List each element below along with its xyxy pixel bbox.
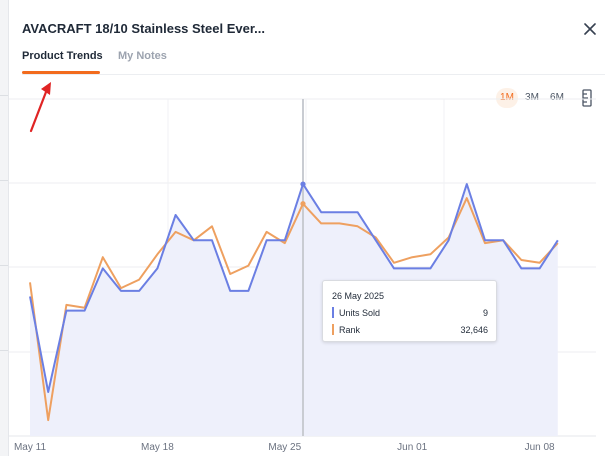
ruler-icon	[582, 89, 592, 107]
background-gridline	[0, 95, 8, 96]
hover-points	[300, 181, 306, 207]
tooltip-label: Units Sold	[339, 308, 381, 318]
active-tab-indicator	[22, 71, 100, 74]
tooltip-date: 26 May 2025	[332, 291, 385, 301]
rank-swatch	[332, 324, 334, 335]
annotation-arrow	[29, 90, 48, 133]
x-tick-label: May 25	[268, 442, 301, 453]
tab-product-trends[interactable]: Product Trends	[22, 50, 103, 62]
background-page-edge	[0, 0, 9, 456]
chart-tooltip: 26 May 2025 Units Sold 9 Rank 32,646	[322, 280, 497, 342]
x-tick-label: May 11	[14, 442, 46, 453]
tooltip-label: Rank	[339, 325, 361, 335]
product-title: AVACRAFT 18/10 Stainless Steel Ever...	[22, 21, 266, 36]
range-1m-button[interactable]: 1M	[496, 88, 518, 108]
range-6m-button[interactable]: 6M	[550, 92, 564, 103]
close-icon	[584, 23, 596, 35]
units-sold-swatch	[332, 307, 334, 318]
background-gridline	[0, 350, 8, 351]
units-sold-line[interactable]	[29, 183, 559, 393]
tooltip-value: 32,646	[460, 325, 488, 335]
range-3m-button[interactable]: 3M	[525, 92, 539, 103]
rank-line[interactable]	[29, 197, 559, 422]
x-axis-ticks: May 11 May 18 May 25 Jun 01 Jun 08	[14, 442, 555, 453]
tooltip-row-units-sold: Units Sold 9	[332, 307, 488, 318]
ruler-button[interactable]	[580, 89, 594, 107]
x-tick-label: Jun 01	[397, 442, 427, 453]
x-tick-label: Jun 08	[525, 442, 555, 453]
x-tick-label: May 18	[141, 442, 174, 453]
close-button[interactable]	[579, 18, 601, 40]
annotation-arrow-head	[41, 82, 51, 95]
background-gridline	[0, 180, 8, 181]
units-sold-area	[30, 184, 558, 436]
tab-my-notes[interactable]: My Notes	[118, 50, 167, 62]
background-gridline	[0, 265, 8, 266]
units-sold-point	[300, 181, 306, 187]
tabs-divider	[22, 74, 605, 75]
tooltip-row-rank: Rank 32,646	[332, 324, 488, 335]
tooltip-value: 9	[482, 308, 488, 318]
rank-point	[300, 201, 306, 207]
